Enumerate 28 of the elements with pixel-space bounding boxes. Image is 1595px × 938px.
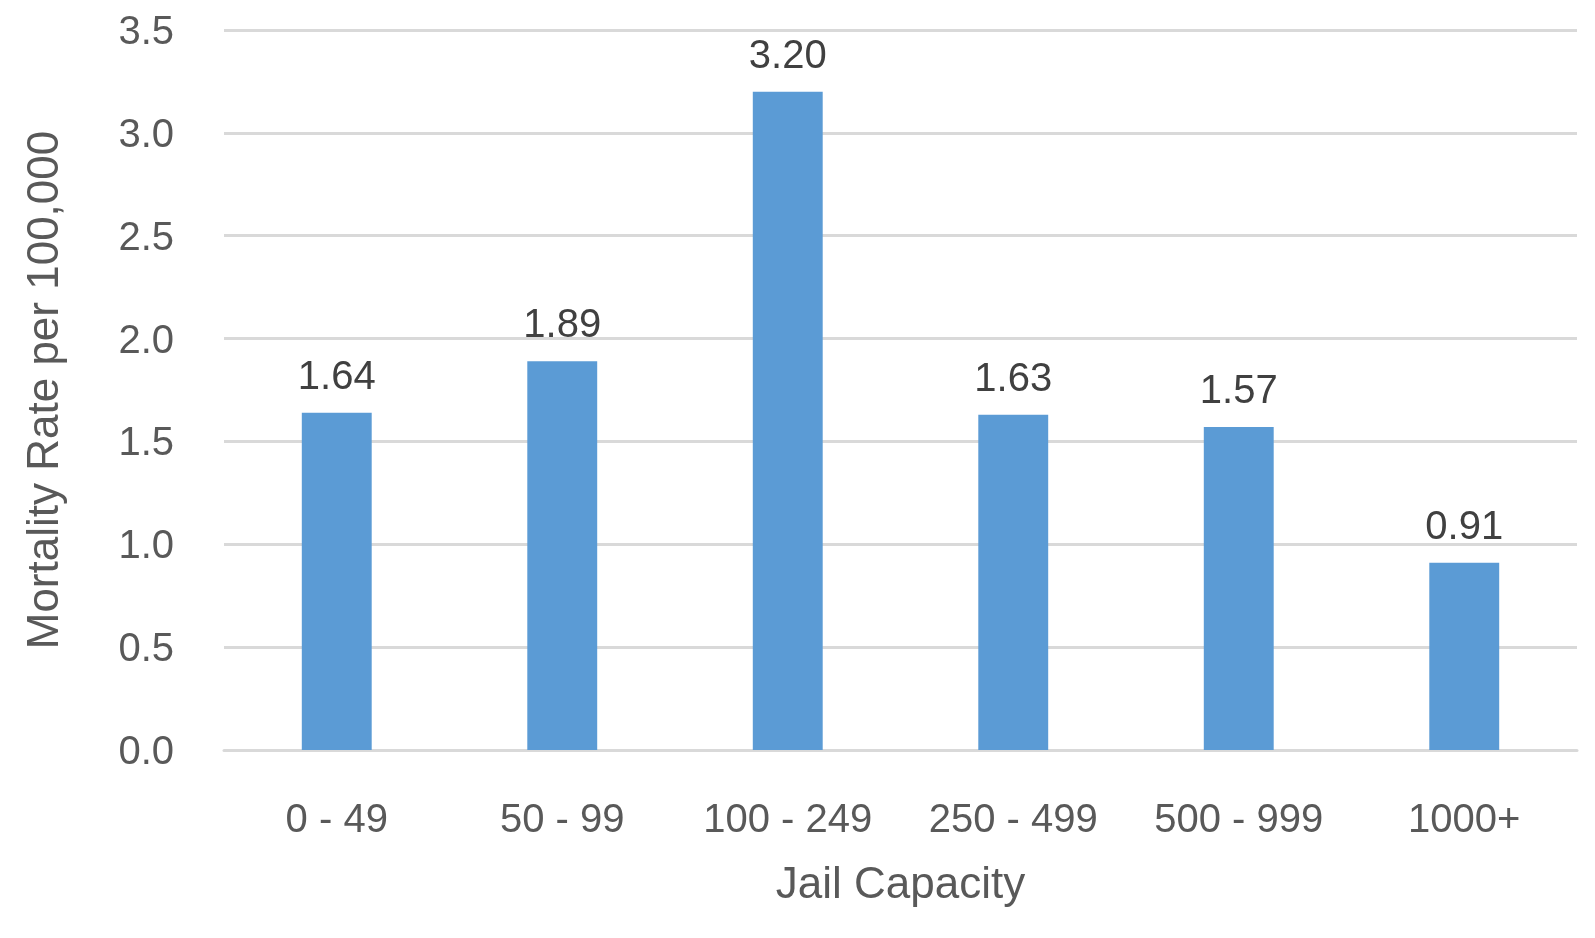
data-label: 3.20 [748,31,827,76]
y-axis-title: Mortality Rate per 100,000 [17,130,67,650]
x-axis-title: Jail Capacity [775,857,1026,907]
y-tick-label: 0.0 [118,728,174,772]
x-tick-label: 1000+ [1408,796,1521,840]
x-tick-label: 100 - 249 [703,796,873,840]
x-tick-label: 250 - 499 [928,796,1098,840]
data-label: 1.63 [974,354,1053,399]
x-tick-label: 500 - 999 [1154,796,1324,840]
x-tick-label: 50 - 99 [499,796,625,840]
y-tick-label: 1.0 [118,522,174,567]
bar [752,91,823,750]
bar [978,414,1049,750]
data-label: 1.89 [523,301,602,346]
y-tick-label: 2.0 [118,316,174,361]
bar [1429,562,1500,750]
y-tick-label: 3.5 [118,8,174,52]
bar [527,361,598,750]
y-tick-label: 1.5 [118,419,174,464]
data-label: 1.57 [1199,367,1278,412]
y-tick-label: 2.5 [118,213,174,258]
y-tick-label: 0.5 [118,625,174,670]
data-label: 0.91 [1425,502,1504,547]
bar [1203,427,1274,750]
bar [301,412,372,750]
data-label: 1.64 [297,352,376,397]
x-tick-label: 0 - 49 [285,796,388,840]
y-tick-label: 3.0 [118,110,174,155]
